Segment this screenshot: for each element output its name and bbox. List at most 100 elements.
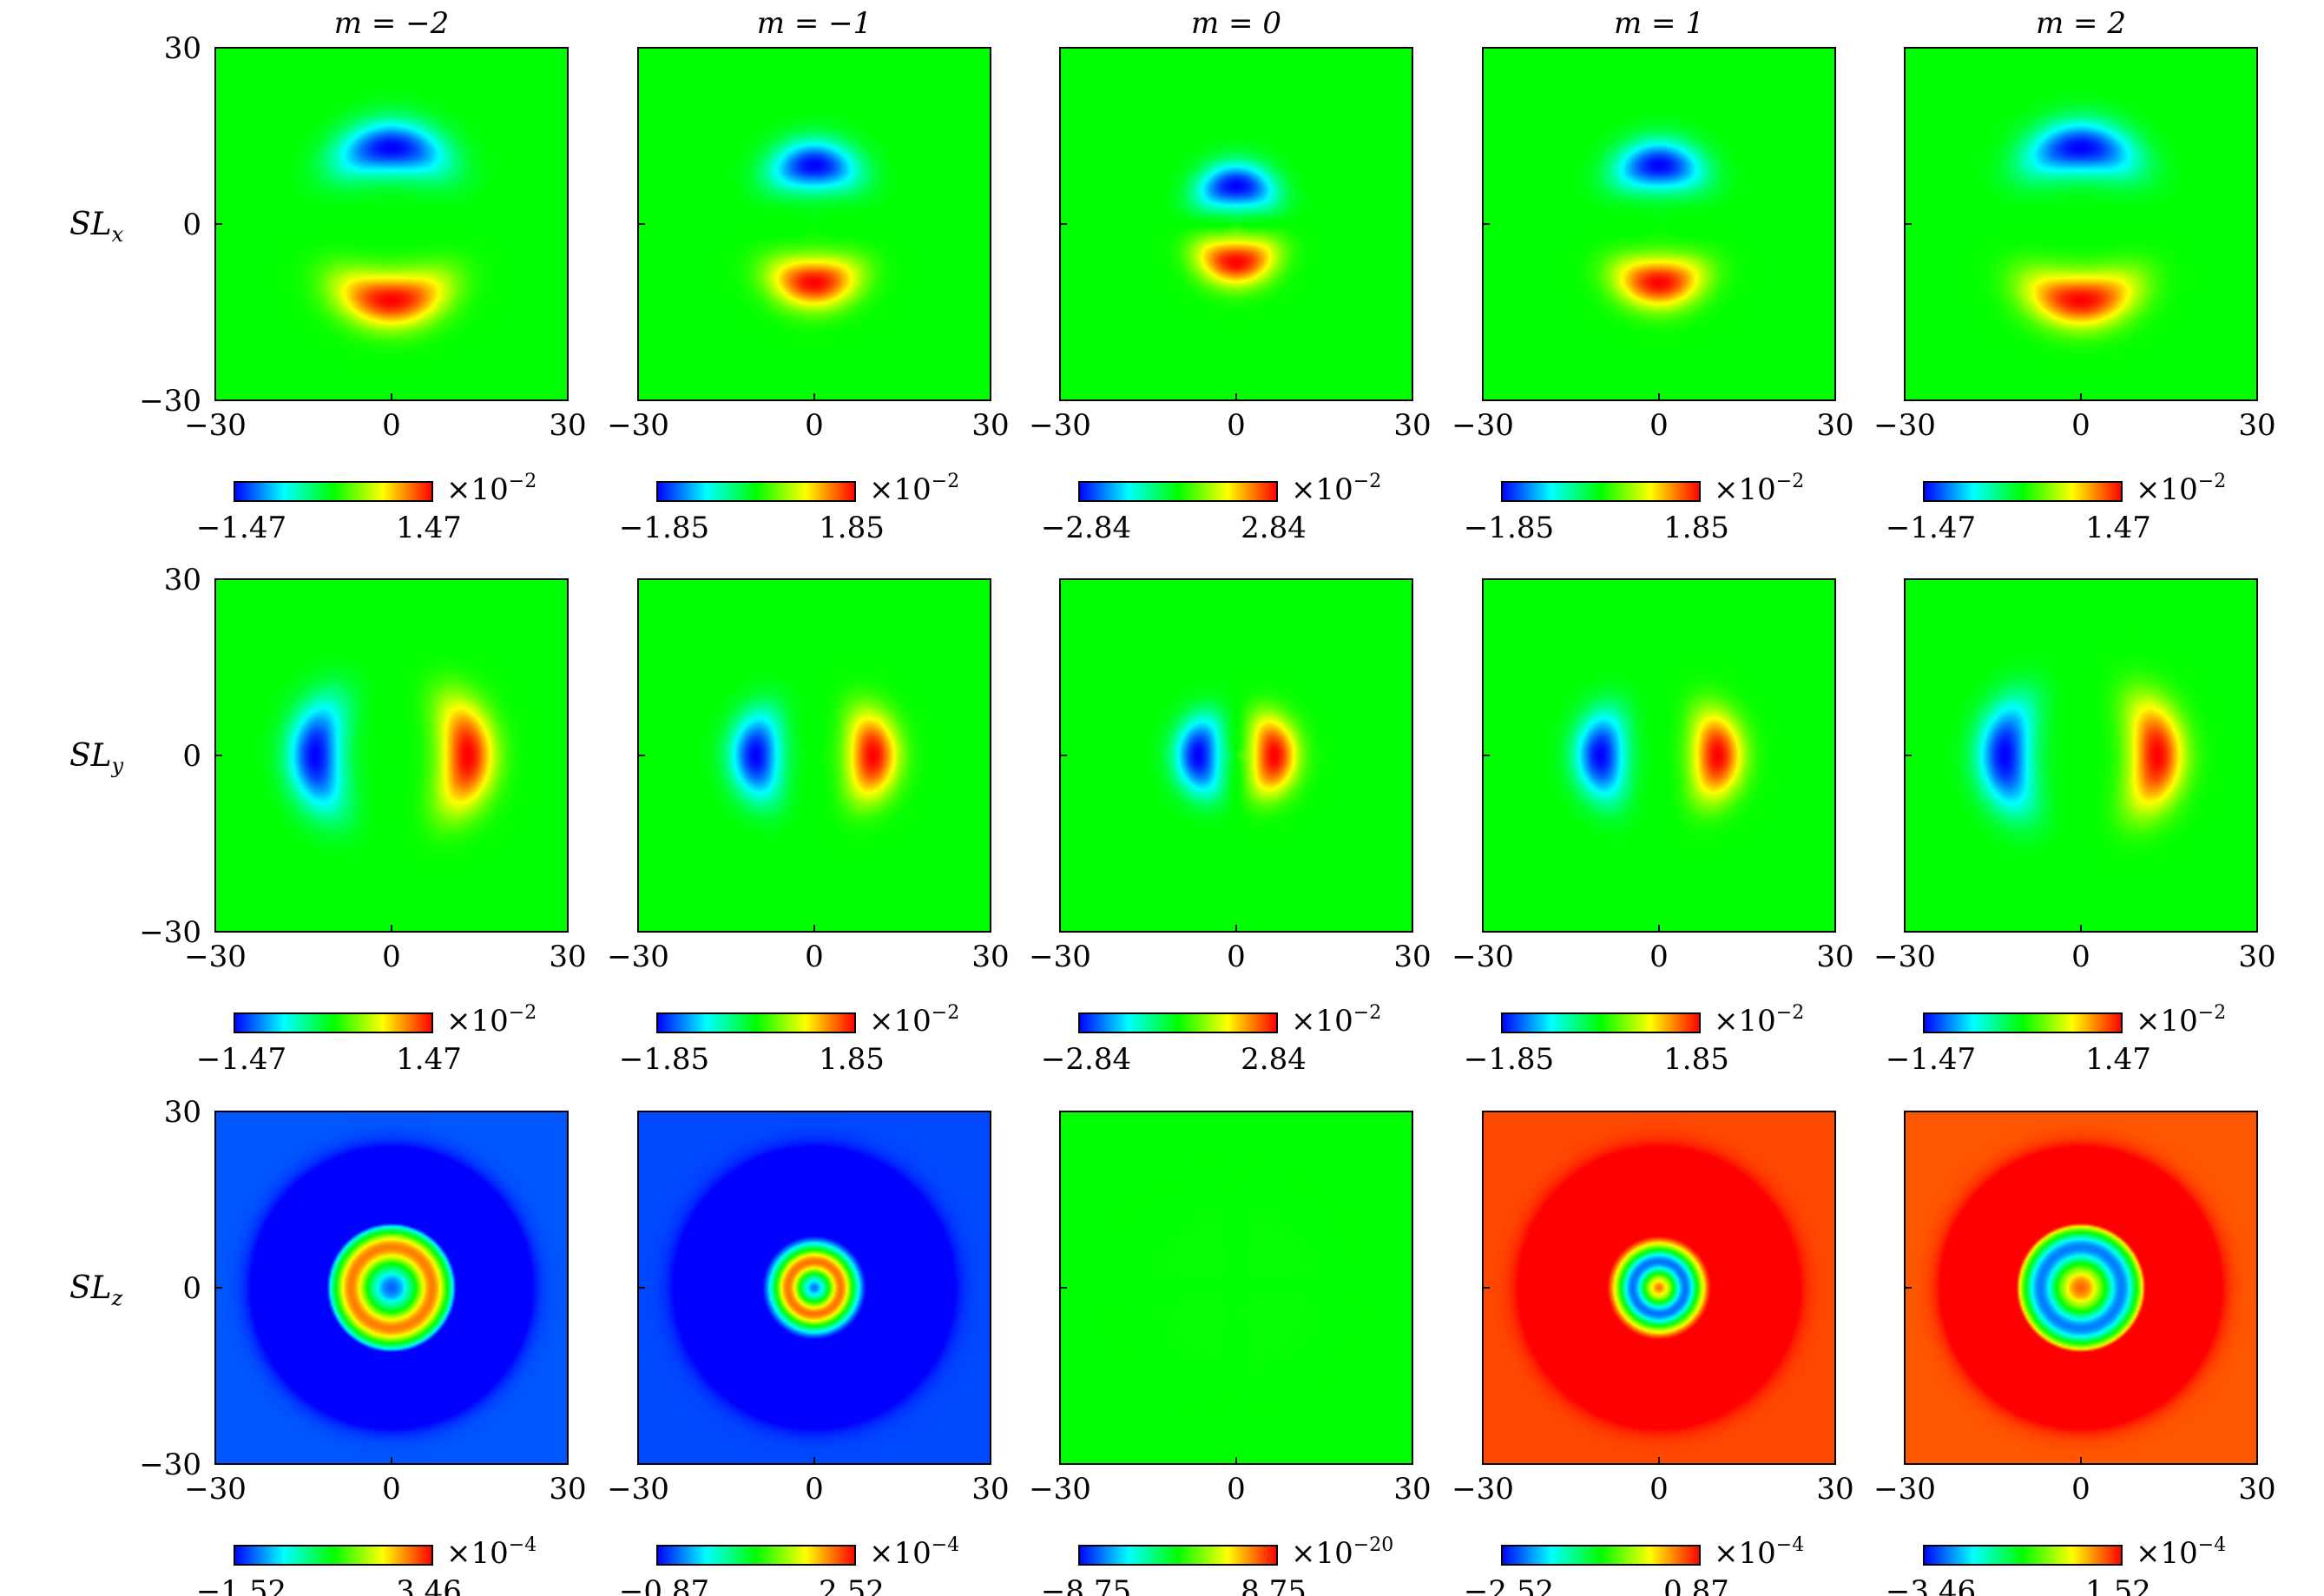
heatmap-image (1483, 1111, 1835, 1464)
colorbar-gradient (234, 1012, 433, 1033)
x-tick-label: −30 (1029, 408, 1091, 443)
x-tick-label: 0 (1227, 408, 1246, 443)
panel-z-m2: −30 0 30 (1873, 1111, 2276, 1507)
colorbar-gradient (234, 1545, 433, 1566)
column-title: m = −2 (334, 6, 449, 41)
colorbar-max-label: 1.85 (819, 1042, 885, 1077)
colorbar-max-label: 1.47 (2085, 511, 2151, 545)
heatmap-image (638, 48, 991, 400)
x-tick-label: 0 (382, 940, 401, 974)
colorbar: −1.85 1.85×10−2 (1464, 1002, 1804, 1077)
colorbar: −1.47 1.47 ×10−2 (196, 471, 537, 545)
colorbar-max-label: 2.84 (1241, 1042, 1307, 1077)
y-tick-label: −30 (139, 384, 201, 419)
colorbar-exponent: ×10−2 (446, 471, 537, 507)
colorbar-gradient (234, 481, 433, 502)
colorbar-max-label: 8.75 (1241, 1574, 1307, 1596)
x-tick-label: −30 (1873, 1472, 1936, 1507)
colorbar-max-label: 1.47 (396, 1042, 462, 1077)
colorbar-min-label: −0.87 (619, 1574, 709, 1596)
colorbar: −2.84 2.84 ×10−2 (1041, 471, 1381, 545)
heatmap-image (1060, 48, 1412, 400)
colorbar-min-label: −3.46 (1886, 1574, 1976, 1596)
x-tick-label: −30 (607, 1472, 669, 1507)
x-tick-label: 30 (549, 1472, 586, 1507)
colorbar-gradient (1078, 481, 1278, 502)
y-tick-label: 30 (164, 1095, 201, 1130)
colorbar-min-label: −1.85 (619, 1042, 709, 1077)
colorbar-max-label: 2.84 (1241, 511, 1307, 545)
colorbar-exponent: ×10−4 (1714, 1534, 1804, 1571)
heatmap-image (1905, 579, 2257, 932)
colorbar-gradient (656, 1545, 856, 1566)
colorbar-min-label: −2.84 (1041, 511, 1131, 545)
heatmap-image (215, 1111, 568, 1464)
colorbar-exponent: ×10−2 (1291, 471, 1381, 507)
x-tick-label: 30 (1393, 940, 1431, 974)
y-tick-label: −30 (139, 1448, 201, 1482)
colorbar-max-label: 2.52 (819, 1574, 885, 1596)
x-tick-label: 0 (2071, 940, 2090, 974)
x-tick-label: 30 (1816, 1472, 1853, 1507)
colorbar-max-label: 1.85 (1663, 1042, 1729, 1077)
colorbar: −2.84 2.84×10−2 (1041, 1002, 1381, 1077)
colorbar: −1.85 1.85×10−2 (1464, 471, 1804, 545)
colorbar-max-label: 0.87 (1663, 1574, 1729, 1596)
colorbar-min-label: −1.47 (1886, 1042, 1976, 1077)
panel-z-m0: −30 0 30 (1029, 1111, 1432, 1507)
colorbar: −3.46 1.52 ×10−4 (1886, 1534, 2226, 1596)
x-tick-label: 0 (2071, 408, 2090, 443)
x-tick-label: 30 (971, 408, 1009, 443)
colorbar-exponent: ×10−2 (2136, 471, 2226, 507)
x-tick-label: 0 (805, 940, 824, 974)
y-tick-label: 30 (164, 563, 201, 597)
heatmap-image (638, 579, 991, 932)
row-label-x: SLx (69, 207, 124, 247)
colorbar-gradient (1078, 1012, 1278, 1033)
x-tick-label: 30 (549, 940, 586, 974)
x-tick-label: 30 (1816, 940, 1853, 974)
colorbar-min-label: −1.85 (1464, 511, 1554, 545)
x-tick-label: 0 (382, 408, 401, 443)
colorbar-max-label: 1.47 (396, 511, 462, 545)
x-tick-label: 0 (805, 408, 824, 443)
colorbar-min-label: −1.47 (196, 511, 286, 545)
colorbar: −1.47 1.47×10−2 (1886, 1002, 2226, 1077)
colorbar-min-label: −1.85 (1464, 1042, 1554, 1077)
panel-x-m1: −30 0 30 (1452, 47, 1854, 443)
panel-x-m0: −30 0 30 (1029, 47, 1432, 443)
y-tick-label: 30 (164, 31, 201, 66)
heatmap-image (1905, 48, 2257, 400)
panel-y-m1: −30 0 30 (1452, 578, 1854, 974)
y-tick-label: −30 (139, 915, 201, 950)
row-label-y: SLy (69, 738, 124, 778)
colorbar-min-label: −2.84 (1041, 1042, 1131, 1077)
x-tick-label: −30 (184, 940, 247, 974)
y-tick-label: 0 (182, 208, 201, 242)
colorbar-exponent: ×10−2 (2136, 1002, 2226, 1039)
column-title: m = −1 (757, 6, 872, 41)
heatmap-image (1060, 579, 1412, 932)
colorbar-max-label: 1.52 (2085, 1574, 2151, 1596)
x-tick-label: 0 (1227, 940, 1246, 974)
colorbar-gradient (1501, 1012, 1701, 1033)
x-tick-label: 30 (2238, 940, 2275, 974)
x-tick-label: 30 (2238, 1472, 2275, 1507)
x-tick-label: 30 (971, 940, 1009, 974)
x-tick-label: −30 (607, 408, 669, 443)
panel-y-m0: −30 0 30 (1029, 578, 1432, 974)
colorbar-gradient (1923, 1545, 2123, 1566)
colorbar-gradient (656, 1012, 856, 1033)
x-tick-label: −30 (184, 1472, 247, 1507)
x-tick-label: −30 (1873, 408, 1936, 443)
colorbar: −8.75 8.75 ×10−20 (1041, 1534, 1393, 1596)
heatmap-image (1060, 1111, 1412, 1464)
row-label-z: SLz (69, 1270, 123, 1310)
colorbar-exponent: ×10−4 (869, 1534, 959, 1571)
colorbar-gradient (1501, 481, 1701, 502)
colorbar-exponent: ×10−20 (1291, 1534, 1393, 1571)
column-title: m = 1 (1614, 6, 1704, 41)
colorbar: −0.87 2.52 ×10−4 (619, 1534, 959, 1596)
x-tick-label: −30 (1452, 940, 1514, 974)
colorbar-exponent: ×10−2 (446, 1002, 537, 1039)
